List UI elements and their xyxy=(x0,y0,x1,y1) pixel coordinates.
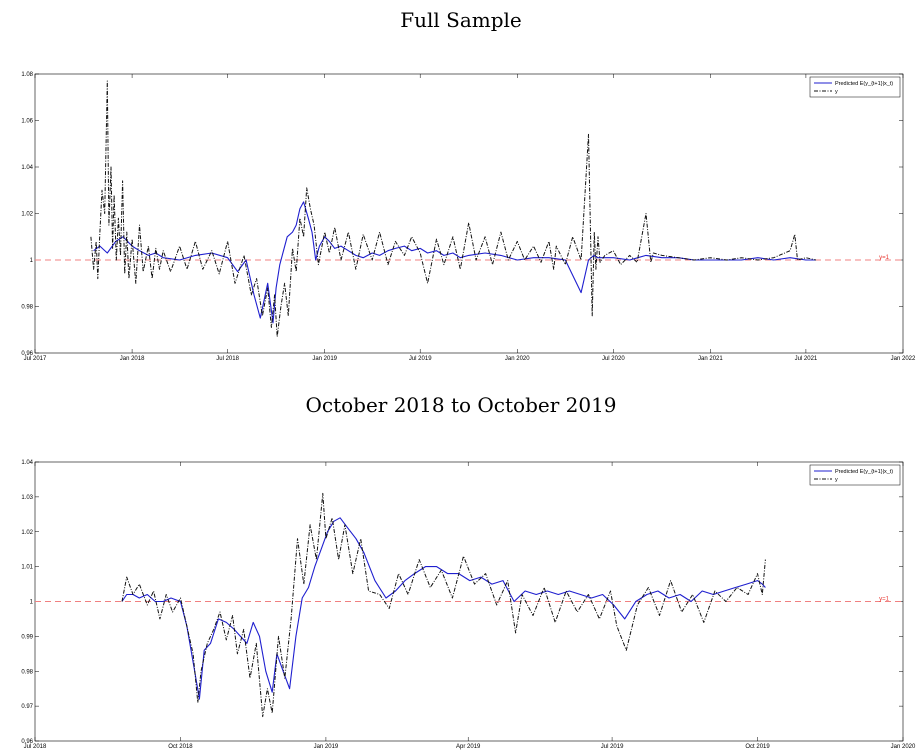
series-predicted-line xyxy=(93,201,816,324)
x-tick-label: Jul 2018 xyxy=(216,356,239,362)
x-tick-label: Jul 2019 xyxy=(409,356,432,362)
y-tick-label: 1.02 xyxy=(21,212,33,218)
x-tick-label: Jan 2022 xyxy=(891,356,916,362)
y-tick-label: 1.06 xyxy=(21,119,33,125)
series-y-line xyxy=(90,80,817,338)
x-tick-label: Jan 2021 xyxy=(698,356,723,362)
chart-2-title: October 2018 to October 2019 xyxy=(305,393,617,417)
x-tick-label: Jul 2020 xyxy=(602,356,625,362)
y-tick-label: 1.08 xyxy=(21,72,33,78)
legend-entry: y xyxy=(835,89,838,95)
x-tick-label: Jul 2017 xyxy=(24,356,47,362)
legend-box xyxy=(809,76,901,98)
chart-1-title: Full Sample xyxy=(400,8,522,32)
reference-line-label: y=1 xyxy=(879,255,890,261)
x-tick-label: Jan 2020 xyxy=(505,356,530,362)
x-tick-label: Jan 2019 xyxy=(312,356,337,362)
y-tick-label: 1 xyxy=(30,258,34,264)
x-tick-label: Jan 2018 xyxy=(120,356,145,362)
plot-area-frame xyxy=(34,73,904,354)
legend-entry: Predicted E(y_{t+1}|x_t) xyxy=(835,81,893,87)
x-tick-label: Jul 2021 xyxy=(795,356,818,362)
y-tick-label: 0.96 xyxy=(21,351,33,357)
y-tick-label: 1.04 xyxy=(21,165,33,171)
y-tick-label: 0.98 xyxy=(21,305,33,311)
